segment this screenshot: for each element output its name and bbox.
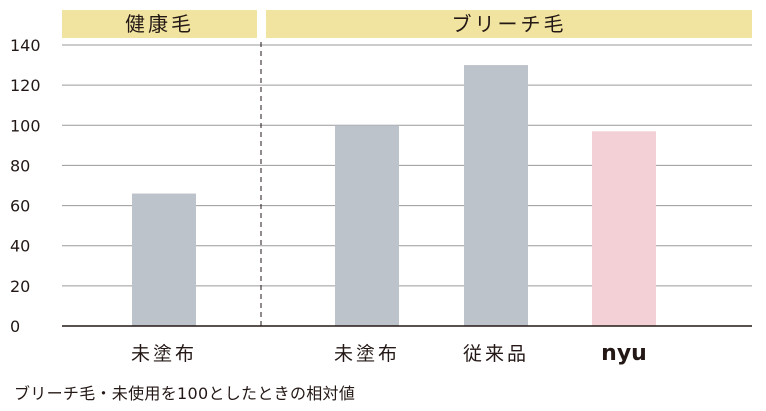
bar (464, 65, 528, 327)
x-tick-label: nyu (601, 341, 647, 366)
group-band (62, 10, 257, 38)
y-tick-label: 120 (10, 76, 41, 95)
y-tick-label: 140 (10, 36, 41, 55)
y-tick-label: 80 (10, 156, 30, 175)
group-label: 健康毛 (125, 12, 194, 36)
y-tick-label: 0 (10, 317, 20, 336)
x-tick-label: 従来品 (463, 343, 529, 365)
x-tick-label: 未塗布 (131, 342, 197, 365)
y-tick-label: 40 (10, 237, 30, 256)
group-band (266, 10, 752, 38)
group-headers: 健康毛 ブリーチ毛 (62, 10, 752, 38)
group-label: ブリーチ毛 (452, 12, 567, 36)
y-tick-label: 60 (10, 197, 30, 216)
footnote: ブリーチ毛・未使用を100としたときの相対値 (14, 384, 356, 403)
bar (132, 193, 196, 326)
bar (335, 125, 399, 327)
x-tick-label: 未塗布 (334, 342, 400, 365)
bars (132, 65, 656, 327)
y-tick-label: 100 (10, 116, 41, 135)
axes: 0 20 40 60 80 100 120 140 未塗布 未塗布 従来品 nyu (10, 36, 752, 366)
y-tick-label: 20 (10, 277, 30, 296)
bar (592, 131, 656, 326)
